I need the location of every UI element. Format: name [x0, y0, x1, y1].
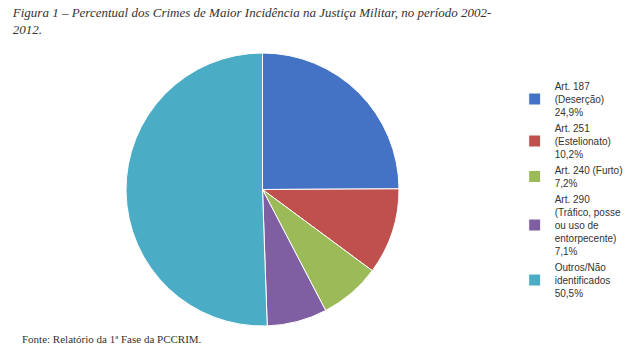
svg-text:Figura 1 – Percentual dos Crim: Figura 1 – Percentual dos Crimes de Maio… [12, 5, 492, 37]
svg-text:Fonte: Relatório da 1ª Fase da: Fonte: Relatório da 1ª Fase da PCCRIM. [22, 333, 202, 345]
svg-text:Art. 187(Deserção)24,9%: Art. 187(Deserção)24,9% [555, 81, 604, 118]
svg-text:Art. 240 (Furto)7,2%: Art. 240 (Furto)7,2% [555, 165, 623, 189]
svg-text:Art. 251(Estelionato)10,2%: Art. 251(Estelionato)10,2% [555, 123, 611, 160]
svg-text:Outros/Nãoidentificados50,5%: Outros/Nãoidentificados50,5% [555, 262, 611, 299]
svg-text:Art. 290(Tráfico, posseou uso: Art. 290(Tráfico, posseou uso deentorpec… [555, 194, 621, 257]
